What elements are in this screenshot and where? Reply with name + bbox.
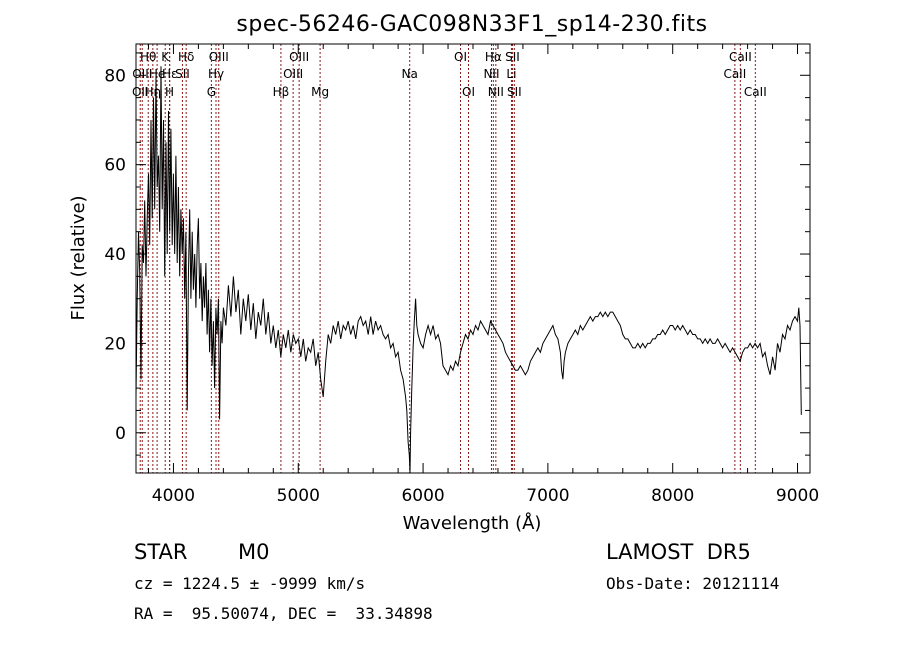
y-tick-label: 0 — [115, 424, 126, 444]
spectral-line-label: SII — [505, 50, 520, 64]
spectral-line-label: G — [207, 85, 216, 99]
spectral-line-label: OIII — [132, 67, 152, 81]
y-tick-label: 20 — [104, 334, 126, 354]
spectral-line-label: SII — [175, 67, 190, 81]
chart-title: spec-56246-GAC098N33F1_sp14-230.fits — [236, 12, 707, 37]
y-tick-label: 60 — [104, 156, 126, 176]
obs-date: Obs-Date: 20121114 — [606, 574, 780, 593]
spectral-line-label: OIII — [283, 67, 303, 81]
coordinates: RA = 95.50074, DEC = 33.34898 — [134, 604, 433, 623]
spectral-line-labels: OIIOIIIHθHηHeKHHεSIIHδGHγOIIIHβOIIIOIIIM… — [132, 50, 767, 99]
survey-name: LAMOST DR5 — [606, 540, 751, 564]
spectral-line-label: OI — [454, 50, 467, 64]
spectral-line-markers — [139, 44, 756, 473]
spectral-line-label: OIII — [209, 50, 229, 64]
spectral-line-label: NII — [488, 85, 504, 99]
spectral-line-label: OIII — [289, 50, 309, 64]
spectral-line-label: Hβ — [273, 85, 290, 99]
x-axis-ticks: 4000 5000 6000 7000 8000 9000 — [147, 44, 819, 506]
spectral-line-label: Li — [506, 67, 516, 81]
spectral-line-label: NII — [483, 67, 499, 81]
y-axis-ticks: 0 20 40 60 80 — [104, 52, 810, 456]
spectral-line-label: CaII — [744, 85, 767, 99]
x-tick-label: 9000 — [776, 486, 819, 506]
x-tick-label: 7000 — [526, 486, 569, 506]
y-tick-label: 80 — [104, 66, 126, 86]
spectral-line-label: Hα — [485, 50, 502, 64]
spectral-line-label: Mg — [311, 85, 329, 99]
spectral-line-label: CaII — [723, 67, 746, 81]
x-tick-label: 5000 — [277, 486, 320, 506]
spectral-line-label: H — [165, 85, 174, 99]
object-class: STAR — [134, 540, 188, 564]
spectral-line-label: SII — [507, 85, 522, 99]
y-tick-label: 40 — [104, 245, 126, 265]
spectral-line-label: Hδ — [178, 50, 194, 64]
x-tick-label: 6000 — [401, 486, 444, 506]
y-axis-label: Flux (relative) — [68, 195, 89, 320]
object-subclass: M0 — [238, 540, 270, 564]
redshift-text: cz = 1224.5 ± -9999 km/s — [134, 574, 366, 593]
spectrum-line — [135, 66, 802, 474]
spectral-line-label: Hε — [162, 67, 178, 81]
x-tick-label: 8000 — [651, 486, 694, 506]
x-tick-label: 4000 — [152, 486, 195, 506]
spectral-line-label: K — [161, 50, 170, 64]
spectral-line-label: OI — [462, 85, 475, 99]
plot-frame — [135, 43, 811, 474]
spectral-line-label: CaII — [729, 50, 752, 64]
spectral-line-label: Hη — [145, 85, 162, 99]
spectral-line-label: Na — [402, 67, 418, 81]
spectral-line-label: Hθ — [140, 50, 156, 64]
spectral-line-label: Hγ — [208, 67, 224, 81]
x-axis-label: Wavelength (Å) — [403, 512, 542, 534]
